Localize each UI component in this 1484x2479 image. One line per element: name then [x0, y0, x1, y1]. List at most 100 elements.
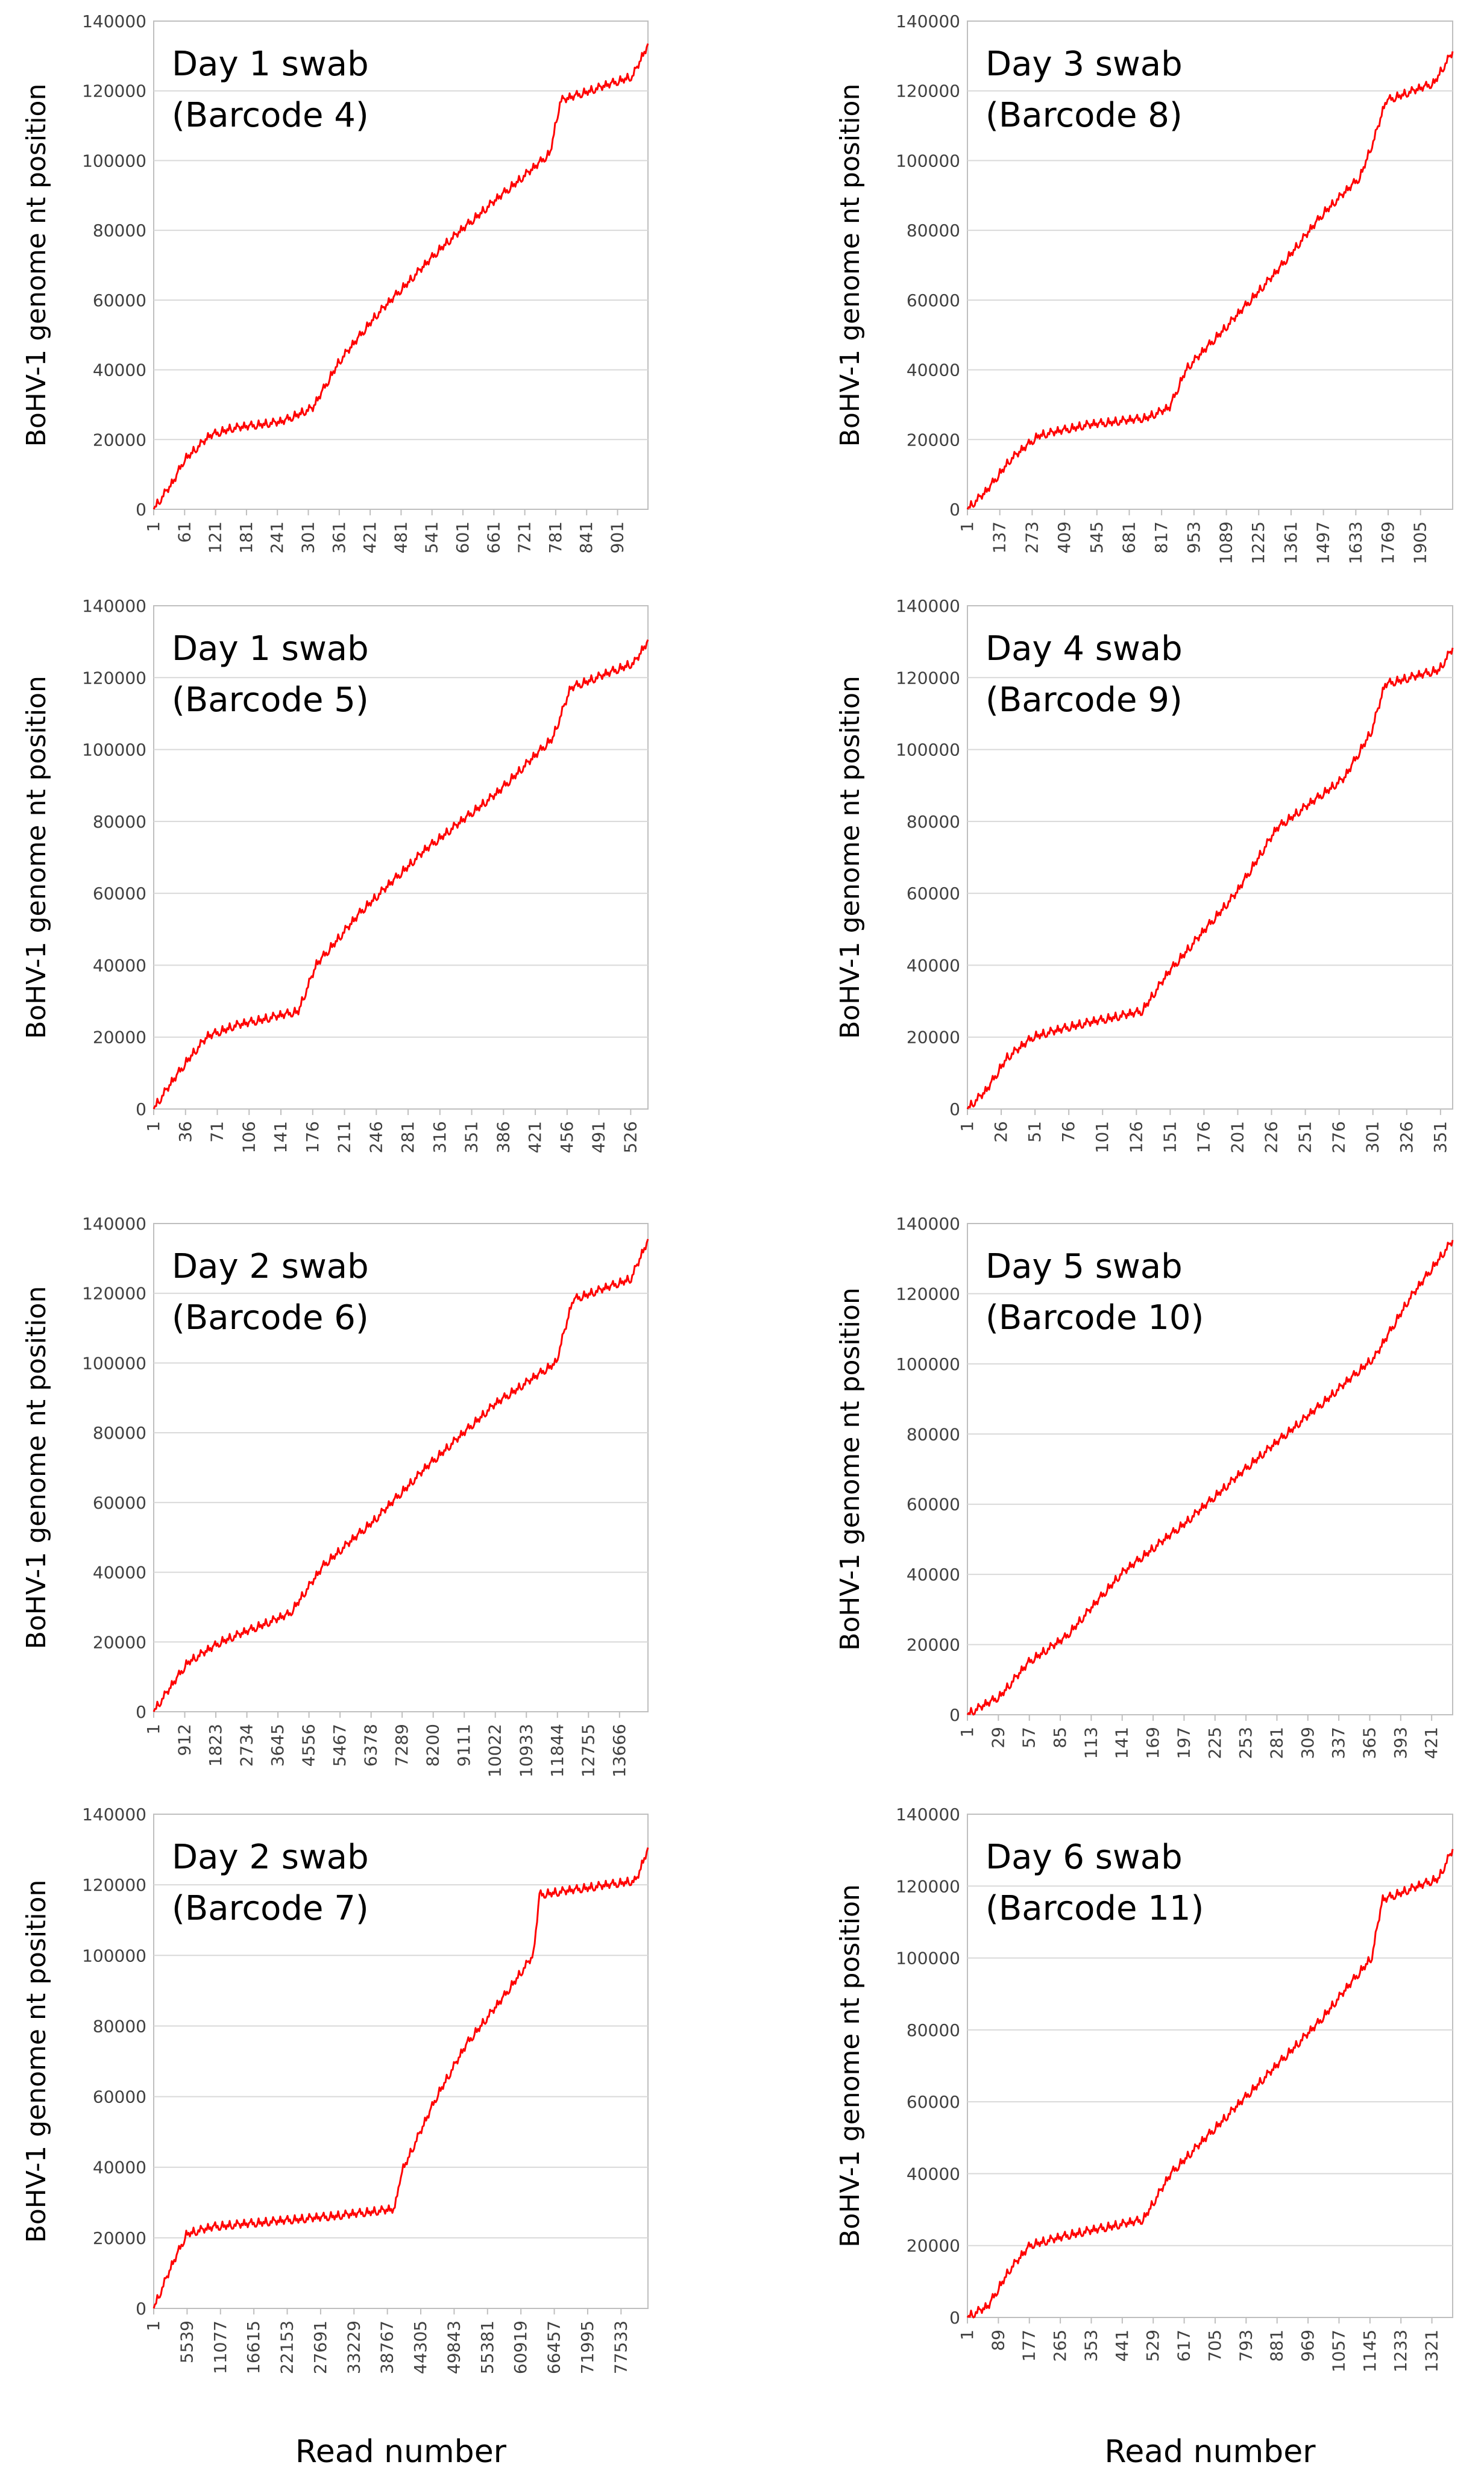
x-tick-label: 51	[1025, 1121, 1045, 1143]
x-tick-label: 85	[1050, 1727, 1070, 1748]
x-tick-label: 1497	[1313, 521, 1333, 564]
chart-panel-8: 0 20000 40000 60000 80000 100000 120000 140000 1…	[835, 1805, 1454, 2470]
plot-area	[967, 1814, 1453, 2318]
y-tick-label: 40000	[93, 2158, 146, 2178]
x-tick-label: 141	[1112, 1727, 1132, 1759]
x-tick-label: 265	[1050, 2330, 1070, 2361]
x-tick-label: 77533	[611, 2320, 630, 2374]
x-tick-label: 901	[608, 521, 627, 553]
x-tick-label: 881	[1267, 2330, 1287, 2361]
x-tick-label: 22153	[277, 2320, 297, 2374]
y-tick-label: 20000	[93, 430, 146, 450]
y-tick-label: 140000	[82, 11, 146, 31]
y-tick-label: 100000	[896, 740, 960, 760]
x-tick-label: 38767	[377, 2320, 397, 2374]
y-tick-label: 0	[949, 1099, 960, 1119]
series-line	[152, 1239, 649, 1712]
y-tick-label: 100000	[896, 151, 960, 171]
series-line	[966, 1240, 1454, 1716]
x-tick-label: 526	[620, 1121, 640, 1153]
x-tick-label: 226	[1262, 1121, 1281, 1153]
x-tick-label: 661	[483, 521, 503, 553]
x-tick-label: 9111	[454, 1724, 474, 1767]
series-line	[152, 43, 649, 510]
x-tick-label: 10022	[485, 1724, 505, 1777]
chart-panel-3: 0 20000 40000 60000 80000 100000 120000 140000 1…	[21, 596, 649, 1153]
x-tick-label: 276	[1329, 1121, 1349, 1153]
x-tick-label: 3645	[268, 1724, 288, 1767]
x-tick-label: 793	[1236, 2330, 1256, 2361]
y-tick-label: 140000	[82, 596, 146, 616]
chart-title-line2: (Barcode 10)	[986, 1298, 1204, 1337]
x-tick-label: 137	[990, 521, 1010, 553]
x-tick-label: 176	[303, 1121, 322, 1153]
y-tick-label: 140000	[82, 1214, 146, 1234]
x-tick-label: 1823	[206, 1724, 225, 1767]
chart-title-line1: Day 2 swab	[172, 1247, 369, 1286]
x-tick-label: 71	[207, 1121, 227, 1143]
plot-area	[153, 1814, 649, 2309]
y-tick-label: 80000	[907, 812, 960, 832]
y-tick-label: 120000	[82, 1284, 146, 1304]
x-tick-label: 545	[1087, 521, 1107, 553]
x-tick-label: 541	[422, 521, 442, 553]
chart-panel-7: 0 20000 40000 60000 80000 100000 120000 140000 1…	[21, 1805, 649, 2470]
y-tick-label: 60000	[907, 1495, 960, 1515]
x-tick-label: 246	[366, 1121, 386, 1153]
x-tick-label: 1321	[1422, 2330, 1442, 2372]
x-tick-label: 141	[271, 1121, 291, 1153]
chart-title-line2: (Barcode 7)	[172, 1889, 369, 1928]
x-tick-label: 55381	[477, 2320, 497, 2374]
y-tick-label: 140000	[896, 596, 960, 616]
y-tick-label: 120000	[896, 81, 960, 101]
x-tick-label: 177	[1019, 2330, 1039, 2361]
x-tick-label: 126	[1126, 1121, 1146, 1153]
x-tick-label: 121	[206, 521, 225, 553]
x-tick-label: 1145	[1360, 2330, 1380, 2372]
x-tick-label: 12755	[578, 1724, 598, 1777]
y-axis-label: BoHV-1 genome nt position	[21, 1880, 52, 2243]
y-tick-label: 80000	[93, 1423, 146, 1443]
x-tick-label: 44305	[410, 2320, 430, 2374]
x-tick-label: 1361	[1281, 521, 1301, 564]
x-tick-label: 89	[988, 2330, 1008, 2351]
x-tick-label: 66457	[544, 2320, 564, 2374]
x-tick-label: 29	[988, 1727, 1008, 1748]
y-tick-label: 60000	[907, 884, 960, 903]
y-tick-label: 40000	[93, 1563, 146, 1583]
plot-area	[967, 20, 1453, 510]
x-tick-label: 1	[143, 1724, 163, 1735]
x-tick-label: 817	[1151, 521, 1171, 553]
y-tick-label: 0	[949, 500, 960, 520]
x-tick-label: 301	[298, 521, 318, 553]
y-tick-label: 140000	[82, 1805, 146, 1824]
x-tick-label: 409	[1054, 521, 1074, 553]
y-tick-label: 80000	[93, 221, 146, 240]
plot-area	[153, 1223, 649, 1712]
x-tick-label: 481	[391, 521, 410, 553]
y-tick-label: 120000	[82, 81, 146, 101]
x-tick-label: 1089	[1216, 521, 1236, 564]
x-tick-label: 225	[1205, 1727, 1225, 1759]
chart-title-line1: Day 1 swab	[172, 629, 369, 668]
y-tick-label: 120000	[82, 1875, 146, 1895]
x-tick-label: 106	[239, 1121, 259, 1153]
x-tick-label: 421	[360, 521, 380, 553]
y-tick-label: 40000	[907, 955, 960, 975]
x-tick-label: 71995	[577, 2320, 597, 2374]
y-tick-label: 100000	[896, 1354, 960, 1374]
y-tick-label: 60000	[907, 2092, 960, 2112]
x-tick-label: 273	[1022, 521, 1042, 553]
x-tick-label: 1	[957, 2330, 977, 2340]
x-tick-label: 10933	[516, 1724, 536, 1777]
x-tick-label: 1	[143, 2320, 163, 2331]
y-tick-label: 0	[136, 1099, 146, 1119]
y-tick-label: 80000	[907, 221, 960, 240]
y-tick-label: 120000	[896, 668, 960, 688]
chart-title-line2: (Barcode 6)	[172, 1298, 369, 1337]
series-line	[966, 647, 1454, 1110]
y-tick-label: 20000	[93, 1028, 146, 1048]
y-tick-label: 0	[136, 2299, 146, 2319]
x-tick-label: 529	[1143, 2330, 1163, 2361]
x-tick-label: 361	[329, 521, 349, 553]
